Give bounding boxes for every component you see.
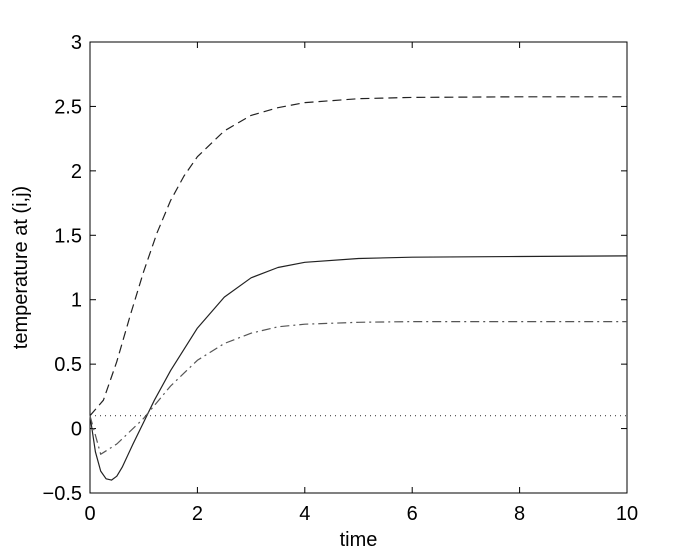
- axis-ticks: 0 2 4 6 8 10−0.500.511.522.53: [43, 32, 639, 525]
- series-line-dashdot: [89, 321, 627, 455]
- series-line-solid: [89, 255, 628, 481]
- series-line-dashed: [89, 96, 627, 417]
- y-tick-label: 0.5: [54, 354, 82, 376]
- x-tick-label: 6: [407, 503, 418, 525]
- x-tick-label: 10: [616, 503, 638, 525]
- x-tick-label: 4: [299, 503, 310, 525]
- series-layer: [89, 96, 628, 481]
- x-tick-label: 2: [192, 503, 203, 525]
- y-tick-label: 2.5: [54, 96, 82, 118]
- y-tick-label: −0.5: [43, 483, 82, 505]
- x-axis-label: time: [340, 529, 378, 551]
- x-tick-label: 8: [514, 503, 525, 525]
- y-tick-label: 1: [71, 290, 82, 312]
- y-tick-label: 3: [71, 32, 82, 54]
- y-tick-label: 0: [71, 419, 82, 441]
- y-axis-label: temperature at (i,j): [10, 186, 32, 349]
- plot-area-frame: [89, 41, 628, 494]
- y-tick-label: 1.5: [54, 225, 82, 247]
- x-tick-label: 0: [84, 503, 95, 525]
- y-tick-label: 2: [71, 161, 82, 183]
